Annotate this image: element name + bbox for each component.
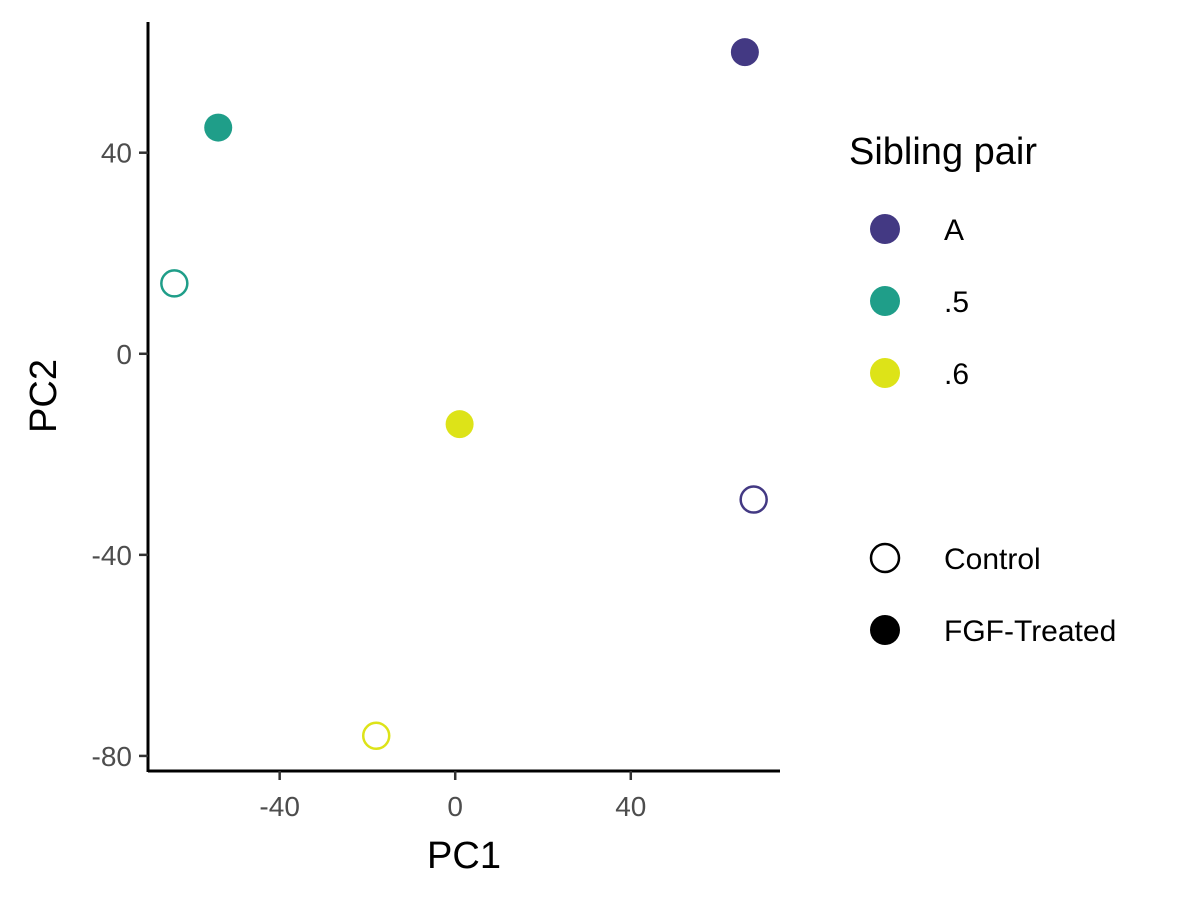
data-point [160,269,189,298]
legend-key [870,286,900,316]
legend-label: FGF-Treated [944,615,1116,648]
y-tick-label: 40 [101,138,132,169]
y-tick-label: -80 [92,741,132,772]
data-point [361,721,391,751]
x-tick-label: -40 [259,791,299,822]
y-axis-title: PC2 [23,359,65,433]
data-point [739,485,768,514]
legend: Sibling pair A .5 .6 Control FGF-Treated [849,131,1116,648]
legend-label: .6 [944,358,969,391]
data-point [445,410,474,439]
legend-label: Control [944,543,1041,576]
data-point [204,113,233,142]
plot-area [160,38,768,751]
legend-title: Sibling pair [849,131,1037,173]
axes: PC1 PC2 -40 0 40 -80 -40 0 40 [23,22,780,877]
legend-key [870,214,900,244]
y-tick-label: 0 [116,339,132,370]
x-tick-label: 40 [615,791,646,822]
legend-key [869,542,901,574]
x-tick-label: 0 [447,791,463,822]
legend-key [870,615,900,645]
x-axis-title: PC1 [427,835,501,877]
data-point [730,38,759,67]
legend-label: .5 [944,286,969,319]
y-tick-label: -40 [92,540,132,571]
legend-label: A [944,214,964,247]
legend-key [870,358,900,388]
